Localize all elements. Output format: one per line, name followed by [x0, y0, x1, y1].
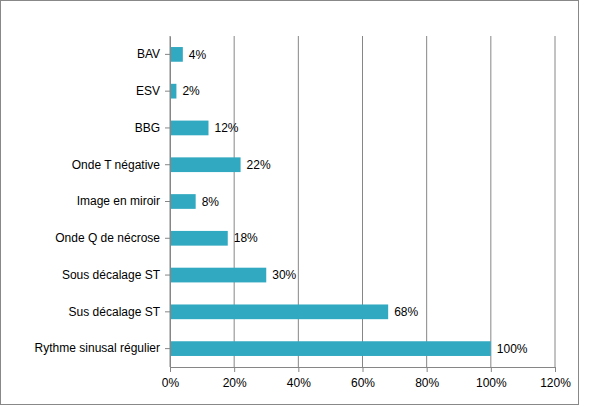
chart: 4% 2% 12% 22% 8% 18% 30% 68% 100% 0% 20% 40% 60% 80% 1…: [0, 0, 608, 405]
x-tick: 0%: [162, 367, 180, 390]
bar: [170, 194, 196, 209]
bar: [170, 121, 209, 136]
y-tick-mark: [165, 54, 170, 55]
y-tick-mark: [165, 201, 170, 202]
y-tick: Sus décalage ST: [69, 305, 170, 319]
y-tick-mark: [165, 164, 170, 165]
x-tick-mark: [298, 367, 299, 372]
x-tick-label: 80%: [415, 376, 439, 390]
x-tick: 100%: [476, 367, 507, 390]
y-tick-mark: [165, 238, 170, 239]
chart-frame: [1, 1, 579, 405]
data-label: 68%: [394, 305, 418, 319]
y-tick-label: ESV: [136, 84, 160, 98]
bar: [170, 47, 183, 62]
grid-line: [426, 36, 427, 367]
data-label: 22%: [247, 158, 271, 172]
y-tick-mark: [165, 311, 170, 312]
x-tick-label: 40%: [287, 376, 311, 390]
y-tick: Onde Q de nécrose: [55, 231, 170, 245]
x-tick-mark: [555, 367, 556, 372]
data-label: 8%: [202, 195, 220, 209]
y-tick-label: Sous décalage ST: [62, 268, 161, 282]
x-tick: 20%: [223, 367, 247, 390]
x-tick: 60%: [351, 367, 375, 390]
y-tick-label: Image en miroir: [77, 194, 160, 208]
y-tick: BBG: [135, 121, 170, 135]
y-tick-mark: [165, 91, 170, 92]
x-axis: 0% 20% 40% 60% 80% 100% 120%: [162, 367, 571, 390]
bar: [170, 304, 388, 319]
y-tick-mark: [165, 348, 170, 349]
grid-line: [490, 36, 491, 367]
data-label: 30%: [272, 268, 296, 282]
x-tick: 120%: [540, 367, 571, 390]
bar: [170, 231, 228, 246]
grid-line: [555, 36, 556, 367]
y-tick-label: BAV: [137, 47, 160, 61]
y-axis: BAV ESV BBG Onde T négative Image en miroir O…: [35, 37, 171, 368]
x-tick-label: 60%: [351, 376, 375, 390]
y-tick: Rythme sinusal régulier: [35, 341, 170, 355]
x-tick-mark: [234, 367, 235, 372]
bar: [170, 157, 241, 172]
x-tick-mark: [427, 367, 428, 372]
y-tick-label: BBG: [135, 121, 160, 135]
x-tick-label: 100%: [476, 376, 507, 390]
data-label: 18%: [234, 231, 258, 245]
data-label: 4%: [189, 48, 207, 62]
y-tick-label: Rythme sinusal régulier: [35, 341, 160, 355]
y-tick: Sous décalage ST: [62, 268, 170, 282]
x-tick-mark: [170, 367, 171, 372]
y-tick: Onde T négative: [72, 158, 170, 172]
x-tick-label: 120%: [540, 376, 571, 390]
data-labels: 4% 2% 12% 22% 8% 18% 30% 68% 100%: [182, 48, 527, 356]
data-label: 100%: [497, 342, 528, 356]
y-axis-line: [170, 37, 171, 368]
x-tick-mark: [363, 367, 364, 372]
grid: [170, 36, 555, 367]
y-tick-label: Sus décalage ST: [69, 305, 161, 319]
x-tick-label: 0%: [162, 376, 180, 390]
y-tick: BAV: [137, 47, 170, 61]
y-tick-mark: [165, 127, 170, 128]
data-label: 12%: [215, 121, 239, 135]
x-tick-mark: [491, 367, 492, 372]
x-tick-label: 20%: [223, 376, 247, 390]
bar: [170, 268, 266, 283]
y-tick-label: Onde T négative: [72, 158, 161, 172]
bars: [170, 47, 491, 356]
y-tick: ESV: [136, 84, 170, 98]
x-tick: 80%: [415, 367, 439, 390]
x-tick: 40%: [287, 367, 311, 390]
y-tick-mark: [165, 275, 170, 276]
bar: [170, 341, 491, 356]
y-tick-label: Onde Q de nécrose: [55, 231, 160, 245]
data-label: 2%: [182, 84, 200, 98]
y-tick: Image en miroir: [77, 194, 170, 208]
